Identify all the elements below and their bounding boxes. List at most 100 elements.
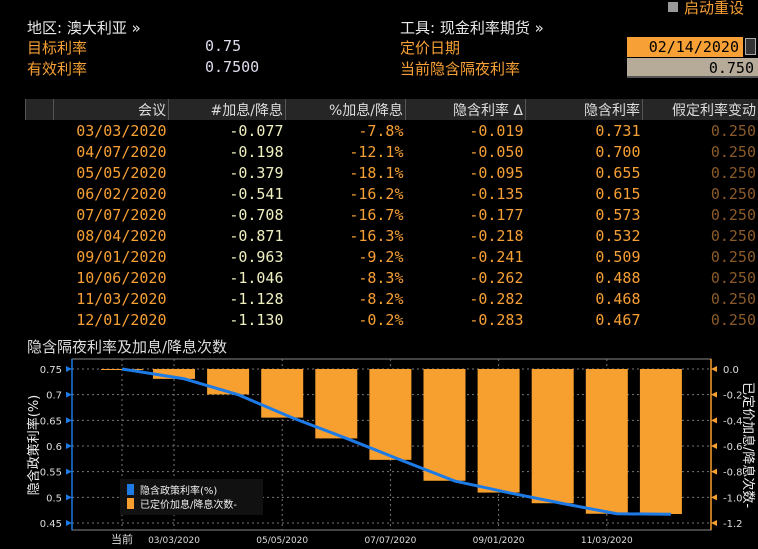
row-spacer (26, 309, 54, 330)
region-selector[interactable]: 地区: 澳大利亚 » (27, 19, 141, 37)
implied-overnight-input[interactable]: 0.750 (627, 58, 758, 78)
row-spacer (26, 183, 54, 204)
bar-09/01/2020 (477, 369, 520, 493)
cell-assumed-change: 0.250 (710, 184, 756, 203)
legend-label-line: 隐含政策利率(%) (140, 484, 217, 497)
x-tick-label: 当前 (111, 532, 133, 546)
cell-implied-delta: -0.019 (469, 121, 524, 140)
row-spacer (26, 120, 54, 141)
implied-overnight-label: 当前隐含隔夜利率 (400, 60, 521, 78)
cell-implied-delta: -0.095 (469, 163, 524, 182)
cell-hikes-pct: -8.3% (358, 268, 404, 287)
x-tick-label: 07/07/2020 (364, 536, 416, 546)
cell-meeting-date: 10/06/2020 (76, 268, 167, 287)
left-tick-label: 0.5 (46, 493, 62, 504)
implied-rate-chart: 0.75 0.7 0.65 0.6 0.55 0.5 0.45 0.0 -0.2 -0.4 -0.6… (26, 358, 756, 546)
table-row[interactable]: 12/01/2020 -1.130 -0.2% -0.283 0.467 0.250 (26, 309, 758, 330)
table-row[interactable]: 11/03/2020 -1.128 -8.2% -0.282 0.468 0.250 (26, 288, 758, 309)
left-tick-label: 0.75 (40, 365, 62, 376)
reset-checkbox[interactable]: 启动重设 (668, 0, 744, 18)
right-tick-marker (711, 468, 717, 475)
right-tick-label: -0.6 (723, 442, 743, 453)
cell-meeting-date: 04/07/2020 (76, 142, 167, 161)
meetings-table: 会议 #加息/降息 %加息/降息 隐含利率 Δ 隐含利率 假定利率变动 03/0… (25, 99, 758, 330)
table-row[interactable]: 05/05/2020 -0.379 -18.1% -0.095 0.655 0.250 (26, 162, 758, 183)
header-blank (25, 99, 54, 120)
row-spacer (26, 288, 54, 309)
x-tick-label: 11/03/2020 (581, 536, 633, 546)
cell-implied-delta: -0.050 (469, 142, 524, 161)
pricing-date-input[interactable]: 02/14/2020 (627, 37, 743, 57)
right-tick-label: 0.0 (723, 365, 739, 376)
right-tick-marker (711, 520, 717, 526)
cell-hikes-count: -0.541 (229, 184, 284, 203)
cell-hikes-pct: -0.2% (358, 310, 404, 329)
cell-assumed-change: 0.250 (710, 205, 756, 224)
row-spacer (26, 141, 54, 162)
cell-implied-delta: -0.262 (469, 268, 524, 287)
instrument-selector[interactable]: 工具: 现金利率期货 » (400, 19, 544, 37)
legend-label-bar: 已定价加息/降息次数- (140, 498, 237, 511)
right-tick-marker (711, 494, 717, 501)
cell-assumed-change: 0.250 (710, 226, 756, 245)
legend-swatch-line (127, 484, 134, 495)
cell-hikes-count: -1.046 (229, 268, 284, 287)
cell-meeting-date: 06/02/2020 (76, 184, 167, 203)
x-tick-label: 03/03/2020 (148, 536, 200, 546)
cell-assumed-change: 0.250 (710, 310, 756, 329)
cell-meeting-date: 12/01/2020 (76, 310, 167, 329)
cell-meeting-date: 11/03/2020 (76, 289, 167, 308)
cell-hikes-pct: -8.2% (358, 289, 404, 308)
cell-implied-rate: 0.467 (595, 310, 641, 329)
calendar-icon[interactable] (745, 38, 756, 55)
cell-implied-rate: 0.615 (595, 184, 641, 203)
cell-hikes-pct: -12.1% (349, 142, 404, 161)
left-tick-label: 0.55 (40, 468, 62, 479)
table-row[interactable]: 04/07/2020 -0.198 -12.1% -0.050 0.700 0.250 (26, 141, 758, 162)
cell-hikes-pct: -16.2% (349, 184, 404, 203)
cell-hikes-pct: -16.7% (349, 205, 404, 224)
header-implied-delta[interactable]: 隐含利率 Δ (405, 99, 526, 120)
row-spacer (26, 246, 54, 267)
left-tick-marker (66, 468, 72, 475)
table-row[interactable]: 10/06/2020 -1.046 -8.3% -0.262 0.488 0.250 (26, 267, 758, 288)
cell-hikes-count: -0.077 (229, 121, 284, 140)
checkbox-icon[interactable] (668, 2, 678, 12)
row-spacer (26, 267, 54, 288)
left-tick-label: 0.45 (40, 519, 62, 530)
cell-meeting-date: 07/07/2020 (76, 205, 167, 224)
cell-implied-delta: -0.241 (469, 247, 524, 266)
cell-implied-rate: 0.509 (595, 247, 641, 266)
header-implied-rate[interactable]: 隐含利率 (525, 99, 643, 120)
cell-assumed-change: 0.250 (710, 247, 756, 266)
right-tick-marker (711, 417, 717, 424)
table-row[interactable]: 03/03/2020 -0.077 -7.8% -0.019 0.731 0.250 (26, 120, 758, 141)
header-assumed-change[interactable]: 假定利率变动 (642, 99, 758, 120)
cell-implied-rate: 0.731 (595, 121, 641, 140)
table-row[interactable]: 08/04/2020 -0.871 -16.3% -0.218 0.532 0.250 (26, 225, 758, 246)
row-spacer (26, 225, 54, 246)
header-hikes-count[interactable]: #加息/降息 (168, 99, 286, 120)
target-rate-value: 0.75 (205, 37, 242, 55)
table-row[interactable]: 09/01/2020 -0.963 -9.2% -0.241 0.509 0.250 (26, 246, 758, 267)
header-hikes-pct[interactable]: %加息/降息 (285, 99, 406, 120)
effective-rate-label: 有效利率 (27, 60, 88, 78)
cell-implied-delta: -0.135 (469, 184, 524, 203)
cell-hikes-pct: -9.2% (358, 247, 404, 266)
implied-rate-line (121, 367, 671, 516)
legend-swatch-bar (127, 498, 134, 509)
cell-assumed-change: 0.250 (710, 121, 756, 140)
cell-hikes-count: -0.379 (229, 163, 284, 182)
cell-hikes-count: -0.871 (229, 226, 284, 245)
cell-assumed-change: 0.250 (710, 268, 756, 287)
table-row[interactable]: 06/02/2020 -0.541 -16.2% -0.135 0.615 0.250 (26, 183, 758, 204)
header-meeting[interactable]: 会议 (53, 99, 169, 120)
x-tick-label: 05/05/2020 (256, 536, 308, 546)
bar-03/03/2020 (153, 369, 195, 379)
pricing-date-label: 定价日期 (400, 39, 461, 57)
cell-implied-delta: -0.218 (469, 226, 524, 245)
cell-meeting-date: 05/05/2020 (76, 163, 167, 182)
target-rate-label: 目标利率 (27, 39, 88, 57)
cell-assumed-change: 0.250 (710, 289, 756, 308)
table-row[interactable]: 07/07/2020 -0.708 -16.7% -0.177 0.573 0.250 (26, 204, 758, 225)
